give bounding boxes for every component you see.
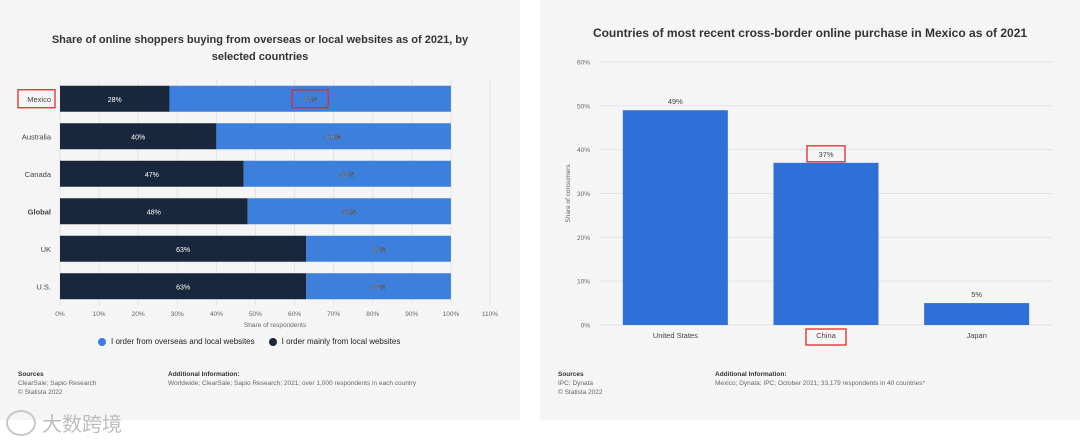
right-chart-svg: 0% 10% 20% 30% 40% 50% 60% Share of consumers 49… (565, 60, 1052, 346)
legend-item-overseas: I order from overseas and local websites (98, 337, 255, 346)
bar (924, 303, 1030, 325)
bar-local (60, 273, 307, 300)
category-label: Canada (25, 170, 52, 179)
data-label-local: 47% (145, 172, 159, 179)
highlight-box (291, 89, 329, 109)
right-additional-info: Additional Information: Mexico; Dynata; … (715, 370, 1055, 388)
data-label-local: 63% (176, 284, 190, 291)
x-tick-label: 80% (366, 311, 379, 318)
y-tick-label: 60% (577, 60, 590, 67)
x-tick-label: 110% (482, 311, 498, 318)
additional-heading: Additional Information: (168, 371, 240, 378)
bar-overseas (243, 160, 451, 187)
bar (622, 110, 728, 325)
data-label-overseas: 37% (372, 247, 386, 254)
data-label: 5% (971, 290, 982, 299)
bar-overseas (216, 123, 451, 150)
category-label: Japan (966, 331, 986, 340)
watermark-text: 大数跨境 (42, 412, 122, 436)
additional-text: Worldwide; ClearSale; Sapio Research; 20… (168, 380, 417, 387)
additional-text: Mexico; Dynata; IPC; October 2021; 33,17… (715, 380, 925, 387)
logo-icon (6, 409, 36, 436)
x-tick-label: 0% (55, 311, 65, 318)
bar-overseas (306, 273, 451, 300)
y-tick-label: 30% (577, 191, 590, 198)
y-axis-label: Share of consumers (565, 164, 572, 223)
left-chart-svg: 0% 10% 20% 30% 40% 50% 60% 70% 80% 90% 100% 110% Sha… (17, 80, 498, 329)
sources-line: IPC; Dynata (558, 380, 594, 387)
legend-label-local: I order mainly from local websites (281, 337, 401, 346)
copyright-text: © Statista 2022 (558, 389, 603, 396)
left-chart-panel: Share of online shoppers buying from ove… (0, 0, 520, 420)
x-tick-label: 50% (249, 311, 262, 318)
sources-heading: Sources (18, 371, 44, 378)
y-tick-label: 0% (581, 323, 591, 330)
x-axis-label: Share of respondents (244, 322, 307, 329)
legend-label-overseas: I order from overseas and local websites (111, 337, 255, 346)
left-sources: Sources ClearSale; Sapio Research © Stat… (18, 370, 96, 397)
x-tick-label: 100% (443, 311, 460, 318)
bar (773, 162, 879, 325)
category-label: Australia (22, 132, 52, 141)
copyright-text: © Statista 2022 (18, 389, 63, 396)
data-label-overseas: 53% (340, 172, 354, 179)
bar-local (60, 198, 248, 225)
right-sources: Sources IPC; Dynata © Statista 2022 (558, 370, 603, 397)
data-label-local: 63% (176, 247, 190, 254)
left-chart-legend: I order from overseas and local websites… (98, 337, 400, 346)
y-tick-label: 50% (577, 103, 590, 110)
legend-dot-blue (98, 337, 106, 346)
y-tick-label: 10% (577, 279, 590, 286)
legend-dot-navy (268, 337, 277, 346)
category-label: United States (653, 331, 698, 340)
highlight-box (17, 89, 56, 109)
x-tick-label: 10% (93, 311, 106, 318)
sources-heading: Sources (558, 371, 584, 378)
category-label: China (816, 331, 836, 340)
x-tick-label: 30% (171, 311, 184, 318)
y-tick-label: 20% (577, 235, 590, 242)
x-tick-label: 20% (132, 311, 145, 318)
data-label-local: 40% (131, 134, 145, 141)
data-label: 49% (668, 97, 683, 106)
data-label-overseas: 72% (303, 97, 317, 104)
bar-local (60, 123, 217, 150)
bar-local (60, 160, 244, 187)
x-tick-label: 60% (288, 311, 301, 318)
right-chart-title: Countries of most recent cross-border on… (592, 26, 1028, 40)
watermark: 大数跨境 (6, 408, 122, 437)
x-tick-label: 90% (405, 311, 418, 318)
bar-overseas (247, 198, 451, 225)
highlight-box (805, 328, 847, 346)
data-label-overseas: 37% (372, 284, 386, 291)
right-chart-panel: Countries of most recent cross-border on… (540, 0, 1080, 420)
bar-overseas (306, 235, 451, 262)
data-label-local: 28% (108, 97, 122, 104)
data-label: 37% (818, 150, 833, 159)
highlight-box (806, 145, 846, 163)
category-label: Mexico (27, 95, 51, 104)
additional-heading: Additional Information: (715, 371, 787, 378)
left-additional-info: Additional Information: Worldwide; Clear… (168, 370, 498, 388)
bar-local (60, 235, 307, 262)
data-label-local: 48% (147, 209, 161, 216)
category-label: U.S. (36, 282, 51, 291)
left-chart-title: Share of online shoppers buying from ove… (51, 34, 469, 63)
category-label: Global (28, 207, 51, 216)
category-label: UK (41, 245, 51, 254)
data-label-overseas: 60% (327, 134, 341, 141)
y-tick-label: 40% (577, 147, 590, 154)
sources-line: ClearSale; Sapio Research (18, 380, 97, 387)
x-tick-label: 40% (210, 311, 223, 318)
bar-local (60, 85, 170, 112)
data-label-overseas: 52% (342, 209, 356, 216)
x-tick-label: 70% (327, 311, 340, 318)
legend-item-local: I order mainly from local websites (268, 337, 401, 346)
